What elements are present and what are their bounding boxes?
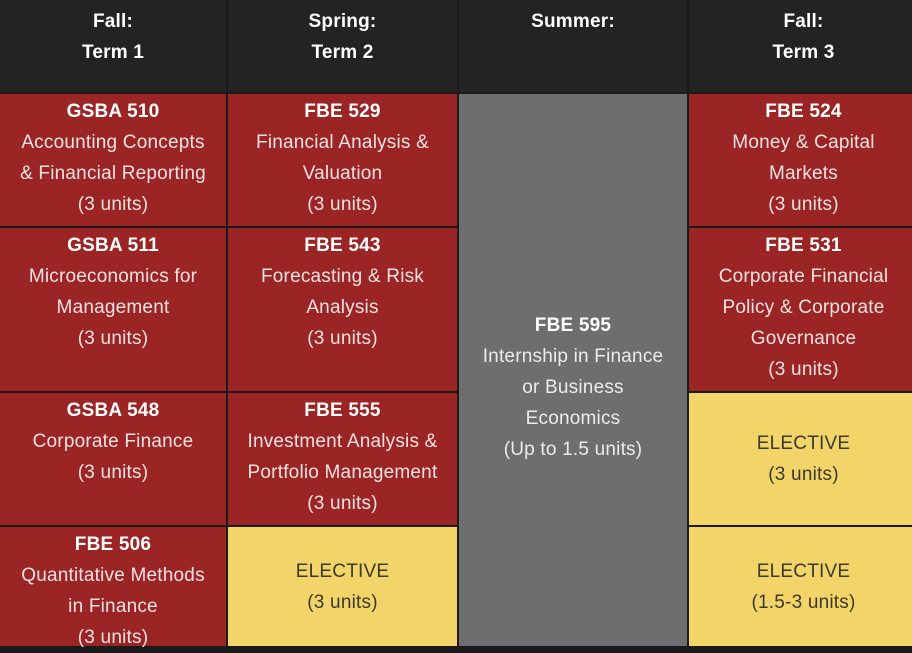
course-title: Policy & Corporate (722, 297, 885, 318)
header-term-2: Spring: Term 2 (228, 0, 457, 92)
course-units: (3 units) (307, 328, 378, 349)
header-term-3-term: Term 3 (772, 42, 835, 63)
header-term-3-season: Fall: (783, 11, 824, 32)
course-units: (3 units) (77, 462, 149, 483)
header-summer-season: Summer: (531, 11, 615, 32)
course-title: Money & Capital (732, 132, 875, 153)
course-title: Management (56, 297, 170, 318)
course-fbe-531: FBE 531 Corporate Financial Policy & Cor… (689, 228, 912, 391)
summer-course-text: FBE 595 Internship in Finance or Busines… (483, 310, 664, 465)
course-code: GSBA 511 (67, 235, 159, 256)
course-units: (3 units) (77, 328, 149, 349)
course-title: Markets (769, 163, 838, 184)
course-fbe-555: FBE 555 Investment Analysis & Portfolio … (228, 393, 457, 525)
course-title: Governance (750, 328, 857, 349)
course-title: Economics (525, 407, 621, 429)
course-fbe-524: FBE 524 Money & Capital Markets (3 units… (689, 94, 912, 226)
course-title: Accounting Concepts (21, 132, 205, 153)
course-title: Forecasting & Risk (260, 266, 425, 287)
course-units: (3 units) (307, 493, 378, 514)
elective-term-2: ELECTIVE (3 units) (228, 527, 457, 646)
course-units: (Up to 1.5 units) (503, 438, 643, 460)
elective-label: ELECTIVE (756, 560, 851, 582)
course-title: Corporate Finance (32, 431, 194, 452)
course-title: Valuation (302, 163, 383, 184)
course-units: (3 units) (307, 194, 378, 215)
course-title: Analysis (306, 297, 379, 318)
header-term-1-season: Fall: (92, 11, 134, 32)
elective-units: (1.5-3 units) (751, 591, 856, 613)
header-term-1-term: Term 1 (81, 42, 145, 63)
elective-label: ELECTIVE (295, 560, 390, 582)
course-title: Internship in Finance (482, 345, 664, 367)
course-code: FBE 529 (304, 101, 381, 122)
course-title: Quantitative Methods (21, 565, 205, 586)
header-term-2-term: Term 2 (311, 42, 374, 63)
course-units: (3 units) (768, 359, 839, 380)
course-fbe-506: FBE 506 Quantitative Methods in Finance … (0, 527, 226, 648)
course-code: GSBA 548 (66, 400, 160, 421)
course-code: FBE 506 (74, 534, 152, 555)
elective-label: ELECTIVE (756, 433, 851, 454)
header-term-1: Fall: Term 1 (0, 0, 226, 92)
header-term-3: Fall: Term 3 (689, 0, 912, 92)
elective-term-3-b: ELECTIVE (1.5-3 units) (689, 527, 912, 646)
course-code: FBE 524 (765, 101, 842, 122)
course-gsba-510: GSBA 510 Accounting Concepts & Financial… (0, 94, 226, 226)
header-term-2-season: Spring: (308, 11, 377, 32)
course-fbe-529: FBE 529 Financial Analysis & Valuation (… (228, 94, 457, 226)
course-code: FBE 531 (765, 235, 842, 256)
course-title: & Financial Reporting (20, 163, 206, 184)
course-fbe-543: FBE 543 Forecasting & Risk Analysis (3 u… (228, 228, 457, 391)
elective-units: (3 units) (307, 591, 378, 613)
course-title: Financial Analysis & (256, 132, 429, 153)
course-code: FBE 555 (304, 400, 381, 421)
course-title: Investment Analysis & (247, 431, 438, 452)
course-title: Corporate Financial (718, 266, 889, 287)
course-units: (3 units) (768, 194, 839, 215)
course-code: GSBA 510 (66, 101, 160, 122)
course-units: (3 units) (77, 194, 149, 215)
course-code: FBE 543 (304, 235, 381, 256)
course-title: or Business (522, 376, 624, 398)
elective-units: (3 units) (768, 464, 839, 485)
header-summer: Summer: (459, 0, 687, 92)
course-code: FBE 595 (534, 314, 612, 336)
course-gsba-548: GSBA 548 Corporate Finance (3 units) (0, 393, 226, 525)
course-title: in Finance (68, 596, 158, 617)
course-title: Microeconomics for (28, 266, 198, 287)
course-fbe-595: FBE 595 Internship in Finance or Busines… (459, 94, 687, 646)
course-title: Portfolio Management (247, 462, 438, 483)
course-gsba-511: GSBA 511 Microeconomics for Management (… (0, 228, 226, 391)
elective-term-3-a: ELECTIVE (3 units) (689, 393, 912, 525)
